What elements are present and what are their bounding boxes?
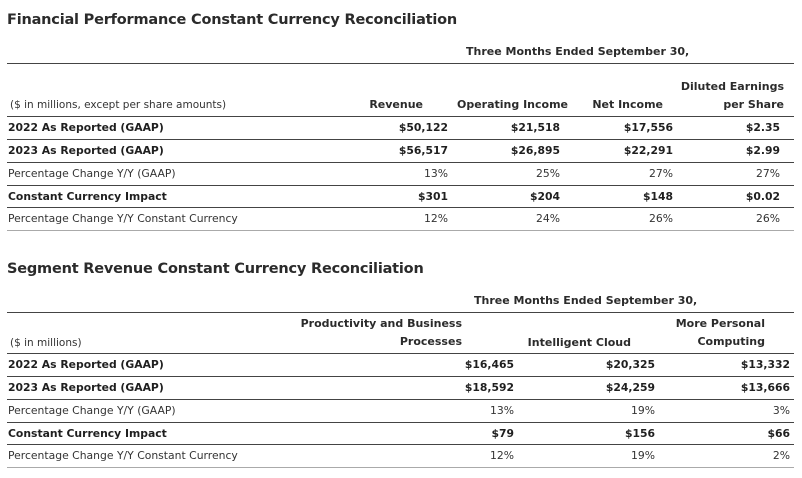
net-income-cell: $148 [642, 190, 673, 203]
segment-table-title: Segment Revenue Constant Currency Reconc… [7, 261, 424, 277]
row-label: Constant Currency Impact [8, 190, 167, 203]
cloud-cell: 19% [631, 404, 655, 417]
net-income-cell: $17,556 [623, 121, 673, 134]
operating-income-cell: 24% [536, 212, 560, 225]
row-divider [7, 376, 794, 377]
table-row: Constant Currency Impact $79 $156 $66 [7, 423, 794, 445]
row-divider [7, 162, 794, 163]
header-mpc-line1: More Personal [675, 317, 765, 330]
row-divider [7, 185, 794, 186]
table-row: Percentage Change Y/Y Constant Currency … [7, 445, 794, 467]
mpc-cell: 2% [772, 449, 790, 462]
net-income-cell: $22,291 [623, 144, 673, 157]
table-bottom-rule [7, 230, 794, 231]
financial-table-title: Financial Performance Constant Currency … [7, 12, 458, 28]
financial-period-rule [7, 63, 794, 64]
operating-income-cell: $21,518 [510, 121, 560, 134]
header-eps-line1: Diluted Earnings [680, 80, 784, 93]
revenue-cell: $56,517 [398, 144, 448, 157]
table-row: 2022 As Reported (GAAP) $50,122 $21,518 … [7, 117, 794, 139]
table-bottom-rule [7, 467, 794, 468]
row-divider [7, 422, 794, 423]
pbp-cell: $79 [491, 427, 514, 440]
header-revenue: Revenue [369, 98, 423, 111]
financial-period-header: Three Months Ended September 30, [466, 45, 690, 58]
cloud-cell: $156 [624, 427, 655, 440]
header-productivity-business-processes: Productivity and Business Processes [301, 315, 462, 351]
financial-unit-note: ($ in millions, except per share amounts… [10, 99, 227, 111]
cloud-cell: 19% [631, 449, 655, 462]
row-label: 2023 As Reported (GAAP) [8, 144, 164, 157]
table-row: Constant Currency Impact $301 $204 $148 … [7, 186, 794, 208]
revenue-cell: 12% [424, 212, 448, 225]
header-more-personal-computing: More Personal Computing [676, 315, 765, 351]
pbp-cell: 13% [490, 404, 514, 417]
table-row: 2022 As Reported (GAAP) $16,465 $20,325 … [7, 354, 794, 376]
row-divider [7, 399, 794, 400]
table-row: Percentage Change Y/Y (GAAP) 13% 25% 27%… [7, 163, 794, 185]
pbp-cell: $16,465 [464, 358, 514, 371]
net-income-cell: 27% [649, 167, 673, 180]
segment-period-rule [7, 312, 794, 313]
segment-period-header: Three Months Ended September 30, [474, 294, 698, 307]
header-mpc-line2: Computing [697, 335, 765, 348]
revenue-cell: 13% [424, 167, 448, 180]
header-diluted-eps: Diluted Earnings per Share [681, 78, 784, 114]
header-eps-line2: per Share [723, 98, 784, 111]
row-label: 2022 As Reported (GAAP) [8, 121, 164, 134]
mpc-cell: 3% [772, 404, 790, 417]
revenue-cell: $301 [417, 190, 448, 203]
eps-cell: $2.35 [745, 121, 780, 134]
eps-cell: $0.02 [745, 190, 780, 203]
row-label: Percentage Change Y/Y Constant Currency [8, 212, 238, 225]
operating-income-cell: 25% [536, 167, 560, 180]
revenue-cell: $50,122 [398, 121, 448, 134]
row-divider [7, 444, 794, 445]
cloud-cell: $20,325 [605, 358, 655, 371]
segment-unit-note: ($ in millions) [10, 337, 82, 349]
operating-income-cell: $26,895 [510, 144, 560, 157]
row-label: Percentage Change Y/Y Constant Currency [8, 449, 238, 462]
row-label: Constant Currency Impact [8, 427, 167, 440]
row-label: Percentage Change Y/Y (GAAP) [8, 167, 176, 180]
row-divider [7, 207, 794, 208]
financial-header-rule [7, 116, 794, 117]
eps-cell: $2.99 [745, 144, 780, 157]
row-label: 2023 As Reported (GAAP) [8, 381, 164, 394]
table-row: Percentage Change Y/Y Constant Currency … [7, 208, 794, 230]
mpc-cell: $66 [767, 427, 790, 440]
segment-header-rule [7, 353, 794, 354]
mpc-cell: $13,332 [740, 358, 790, 371]
eps-cell: 27% [756, 167, 780, 180]
header-pbp-line2: Processes [399, 335, 462, 348]
pbp-cell: $18,592 [464, 381, 514, 394]
row-label: 2022 As Reported (GAAP) [8, 358, 164, 371]
header-pbp-line1: Productivity and Business [300, 317, 462, 330]
row-label: Percentage Change Y/Y (GAAP) [8, 404, 176, 417]
pbp-cell: 12% [490, 449, 514, 462]
header-net-income: Net Income [592, 98, 663, 111]
mpc-cell: $13,666 [740, 381, 790, 394]
header-operating-income: Operating Income [456, 98, 568, 111]
table-row: Percentage Change Y/Y (GAAP) 13% 19% 3% [7, 400, 794, 422]
header-intelligent-cloud: Intelligent Cloud [527, 336, 631, 349]
cloud-cell: $24,259 [605, 381, 655, 394]
table-row: 2023 As Reported (GAAP) $56,517 $26,895 … [7, 140, 794, 162]
eps-cell: 26% [756, 212, 780, 225]
table-row: 2023 As Reported (GAAP) $18,592 $24,259 … [7, 377, 794, 399]
row-divider [7, 139, 794, 140]
net-income-cell: 26% [649, 212, 673, 225]
operating-income-cell: $204 [529, 190, 560, 203]
